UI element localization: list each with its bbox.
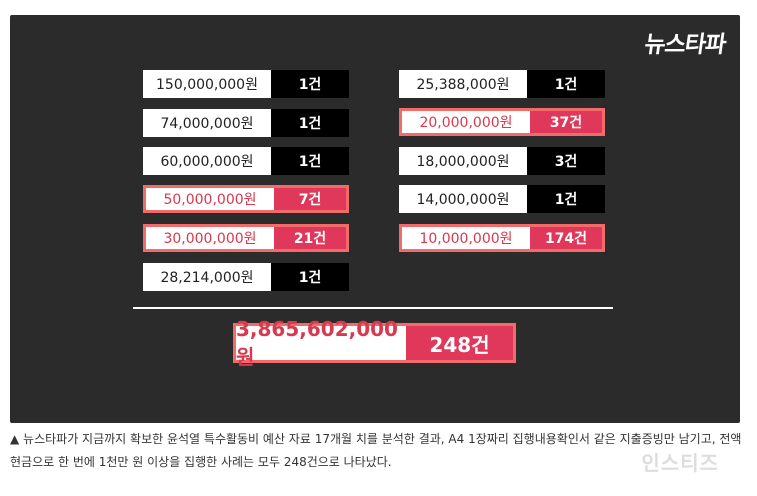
total-row: 3,865,602,000원 248건 xyxy=(233,317,516,369)
table-row-highlighted: 50,000,000원 7건 xyxy=(143,185,349,213)
count-cell: 1건 xyxy=(527,185,605,213)
newstapa-logo: 뉴스타파 xyxy=(643,32,728,58)
amount-cell: 30,000,000원 xyxy=(146,227,274,249)
amount-cell: 50,000,000원 xyxy=(146,188,274,210)
table-row: 60,000,000원 1건 xyxy=(143,147,349,175)
total-count: 248건 xyxy=(406,326,513,360)
image-caption: ▲ 뉴스타파가 지금까지 확보한 윤석열 특수활동비 예산 자료 17개월 치를… xyxy=(10,432,742,469)
infographic-panel: 뉴스타파 150,000,000원 1건 74,000,000원 1건 60,0… xyxy=(10,15,740,423)
table-row-highlighted: 30,000,000원 21건 xyxy=(143,224,349,252)
divider xyxy=(133,307,613,309)
count-cell: 174건 xyxy=(530,227,602,249)
count-cell: 1건 xyxy=(271,70,349,98)
table-row-highlighted: 10,000,000원 174건 xyxy=(399,224,605,252)
total-amount: 3,865,602,000원 xyxy=(236,317,406,369)
amount-cell: 14,000,000원 xyxy=(399,185,527,213)
table-row: 150,000,000원 1건 xyxy=(143,70,349,98)
amount-cell: 74,000,000원 xyxy=(143,109,271,137)
amount-cell: 10,000,000원 xyxy=(402,227,530,249)
count-cell: 37건 xyxy=(530,111,602,133)
amount-cell: 20,000,000원 xyxy=(402,111,530,133)
table-row: 14,000,000원 1건 xyxy=(399,185,605,213)
amount-cell: 25,388,000원 xyxy=(399,70,527,98)
count-cell: 1건 xyxy=(527,70,605,98)
table-row: 18,000,000원 3건 xyxy=(399,147,605,175)
count-cell: 3건 xyxy=(527,147,605,175)
amount-cell: 18,000,000원 xyxy=(399,147,527,175)
count-cell: 1건 xyxy=(271,109,349,137)
table-row: 28,214,000원 1건 xyxy=(143,263,349,291)
count-cell: 1건 xyxy=(271,263,349,291)
table-row: 74,000,000원 1건 xyxy=(143,109,349,137)
amount-cell: 28,214,000원 xyxy=(143,263,271,291)
count-cell: 21건 xyxy=(274,227,346,249)
count-cell: 1건 xyxy=(271,147,349,175)
count-cell: 7건 xyxy=(274,188,346,210)
amount-cell: 60,000,000원 xyxy=(143,147,271,175)
watermark: 인스티즈 xyxy=(641,451,719,475)
table-row: 25,388,000원 1건 xyxy=(399,70,605,98)
table-row-highlighted: 20,000,000원 37건 xyxy=(399,108,605,136)
amount-cell: 150,000,000원 xyxy=(143,70,271,98)
